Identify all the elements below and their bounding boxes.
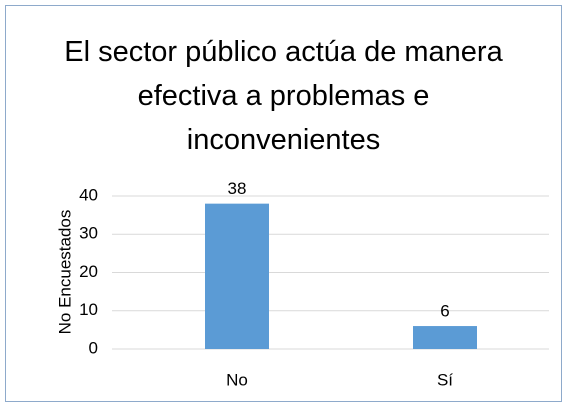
x-tick-label: Sí <box>437 370 453 389</box>
y-tick-label: 30 <box>79 224 98 243</box>
y-tick-label: 10 <box>79 300 98 319</box>
x-tick-label: No <box>226 370 248 389</box>
y-tick-label: 0 <box>89 338 98 357</box>
bar <box>413 326 477 349</box>
bar <box>205 203 269 349</box>
y-tick-label: 40 <box>79 185 98 204</box>
y-tick-label: 20 <box>79 262 98 281</box>
data-label: 6 <box>440 302 449 321</box>
y-axis-label: No Encuestados <box>55 210 74 335</box>
chart-title: El sector público actúa de manera efecti… <box>64 36 503 156</box>
data-label: 38 <box>228 179 247 198</box>
